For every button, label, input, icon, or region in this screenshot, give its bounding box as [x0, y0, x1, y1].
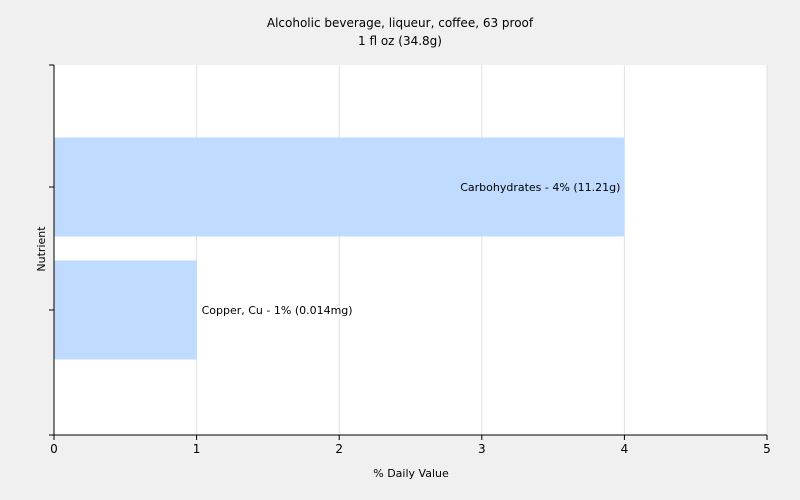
x-tick-label-2: 2 [335, 442, 343, 456]
chart-title: Alcoholic beverage, liqueur, coffee, 63 … [267, 16, 534, 30]
data-labels: Carbohydrates - 4% (11.21g) Copper, Cu - … [202, 181, 621, 317]
grid-lines [196, 65, 768, 435]
chart-subtitle: 1 fl oz (34.8g) [358, 34, 442, 48]
x-tick-label-0: 0 [50, 442, 58, 456]
axes [53, 65, 767, 436]
data-label-1: Copper, Cu - 1% (0.014mg) [202, 304, 353, 317]
y-ticks [49, 64, 54, 436]
bars [54, 137, 625, 360]
bar-copper-cu [54, 260, 197, 360]
x-tick-label-4: 4 [621, 442, 629, 456]
y-axis-label: Nutrient [35, 226, 48, 272]
x-tick-label-5: 5 [763, 442, 771, 456]
data-label-0: Carbohydrates - 4% (11.21g) [460, 181, 620, 194]
plot-area [54, 65, 767, 435]
x-tick-label-1: 1 [193, 442, 201, 456]
x-ticks: 0 1 2 3 4 5 [50, 435, 771, 456]
bar-carbohydrates [54, 137, 625, 237]
x-tick-label-3: 3 [478, 442, 486, 456]
x-axis-label: % Daily Value [373, 467, 449, 480]
